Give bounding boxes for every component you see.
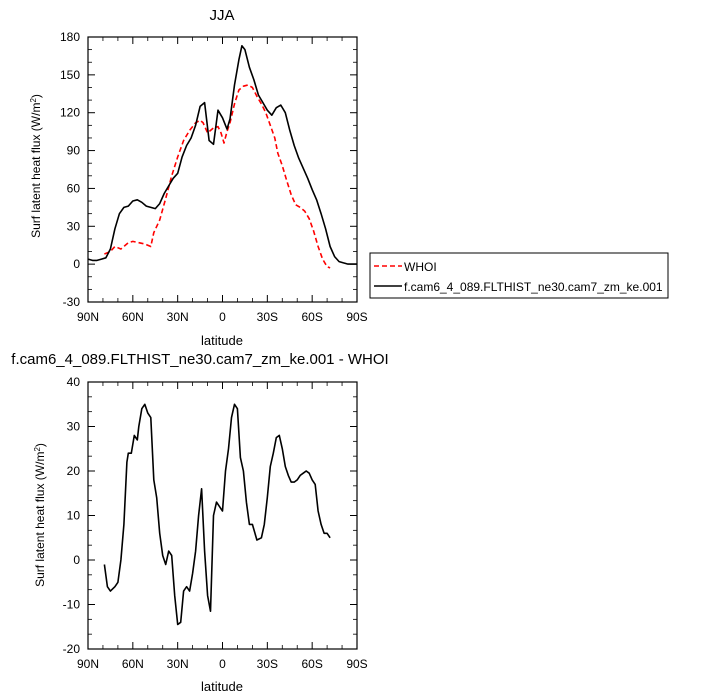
top-y-tick-label: 120 [60, 106, 80, 120]
top-panel: JJA 90N 60N 30N 0 30S 60S 90S -30 0 30 60 90 120 150 1… [29, 7, 368, 348]
top-x-tick-label: 30N [167, 310, 189, 324]
bottom-x-tick-label: 30N [167, 657, 189, 671]
bottom-y-tick-label: 20 [67, 464, 81, 478]
top-series-line-1 [104, 84, 331, 269]
top-plot-frame [87, 36, 358, 303]
top-x-tick-label: 60N [122, 310, 144, 324]
bottom-y-tick-label: 30 [67, 420, 81, 434]
bottom-x-tick-label: 0 [219, 657, 226, 671]
bottom-panel: f.cam6_4_089.FLTHIST_ne30.cam7_zm_ke.001… [11, 351, 388, 694]
bottom-x-tick-label: 60S [301, 657, 322, 671]
legend-box [369, 252, 669, 299]
bottom-y-tick-label: 40 [67, 375, 81, 389]
bottom-plot-frame [87, 381, 358, 650]
top-y-tick-label: 150 [60, 68, 80, 82]
top-x-tick-label: 30S [257, 310, 278, 324]
bottom-x-tick-label: 90S [346, 657, 367, 671]
top-chart-title: JJA [209, 7, 234, 24]
bottom-x-tick-label: 60N [122, 657, 144, 671]
bottom-y-tick-label: -20 [63, 642, 81, 656]
top-series-line-2 [87, 44, 357, 265]
top-x-tick-label: 0 [219, 310, 226, 324]
top-y-tick-label: 0 [73, 257, 80, 271]
top-x-axis-label: latitude [201, 333, 243, 348]
top-y-axis-label: Surf latent heat flux (W/m2) [29, 94, 43, 238]
top-y-tick-label: 90 [67, 144, 81, 158]
bottom-y-tick-label: -10 [63, 598, 81, 612]
bottom-series-lines [103, 403, 331, 626]
bottom-chart-title: f.cam6_4_089.FLTHIST_ne30.cam7_zm_ke.001… [11, 351, 388, 368]
bottom-x-tick-label: 90N [77, 657, 99, 671]
bottom-y-tick-label: 10 [67, 509, 81, 523]
legend: WHOI f.cam6_4_089.FLTHIST_ne30.cam7_zm_k… [369, 252, 669, 299]
bottom-x-tick-label: 30S [257, 657, 278, 671]
top-plot-area: 90N 60N 30N 0 30S 60S 90S -30 0 30 60 90 120 150 180 [60, 30, 368, 324]
top-y-tick-label: 60 [67, 181, 81, 195]
bottom-plot-area: 90N 60N 30N 0 30S 60S 90S -20 -10 0 10 20 30 40 [63, 375, 368, 671]
legend-label-whoi: WHOI [404, 260, 437, 274]
top-x-tick-label: 90S [346, 310, 367, 324]
top-y-tick-label: 30 [67, 219, 81, 233]
top-series-lines [87, 44, 357, 269]
legend-label-model: f.cam6_4_089.FLTHIST_ne30.cam7_zm_ke.001 [404, 280, 663, 294]
bottom-y-axis-label: Surf latent heat flux (W/m2) [33, 443, 47, 587]
top-y-tick-label: -30 [63, 295, 81, 309]
bottom-y-tick-label: 0 [73, 553, 80, 567]
top-y-tick-label: 180 [60, 30, 80, 44]
top-x-tick-label: 60S [301, 310, 322, 324]
top-x-tick-label: 90N [77, 310, 99, 324]
bottom-x-axis-label: latitude [201, 679, 243, 694]
bottom-series-line-1 [103, 403, 331, 626]
